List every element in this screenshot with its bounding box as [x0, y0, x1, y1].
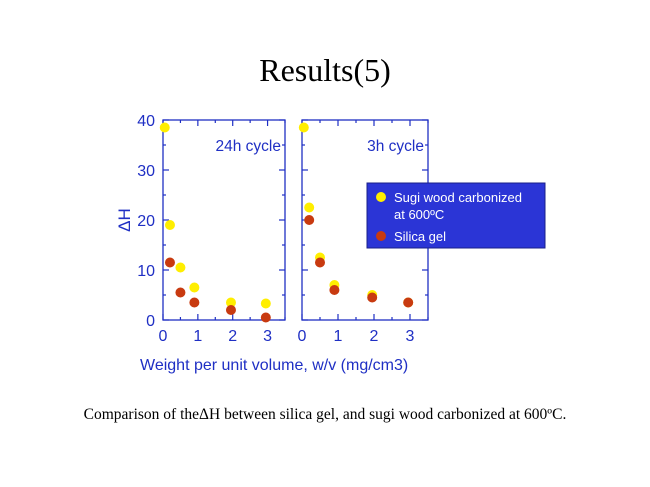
figure-caption: Comparison of theΔH between silica gel, … [83, 406, 567, 423]
y-axis-label: ΔH [115, 208, 134, 232]
sugi-wood-point [159, 122, 170, 133]
silica-gel-point [329, 285, 340, 295]
legend-marker-silica-gel [376, 231, 386, 241]
silica-gel-point [260, 312, 271, 323]
x-tick-label: 2 [370, 328, 379, 345]
y-tick-label: 30 [137, 163, 155, 180]
legend-marker-sugi-wood [376, 192, 386, 202]
x-tick-label: 1 [193, 328, 202, 345]
x-tick-label: 3 [263, 328, 272, 345]
sugi-wood-point [164, 220, 175, 230]
sugi-wood-point [189, 282, 200, 293]
panel-title: 3h cycle [367, 138, 424, 155]
silica-gel-point [225, 305, 236, 315]
sugi-wood-point [298, 122, 309, 133]
legend: Sugi wood carbonized at 600ºC Silica gel [366, 182, 546, 249]
x-axis-label: Weight per unit volume, w/v (mg/cm3) [140, 357, 408, 374]
y-tick-label: 20 [137, 213, 155, 230]
silica-gel-point [164, 257, 175, 268]
y-tick-label: 0 [146, 313, 155, 330]
legend-label-silica-gel: Silica gel [394, 229, 446, 244]
silica-gel-point [189, 297, 200, 308]
silica-gel-point [403, 297, 414, 308]
data-points [159, 122, 414, 323]
slide-title: Results(5) [259, 52, 391, 88]
legend-background [366, 182, 546, 249]
legend-label-sugi-wood: Sugi wood carbonized at 600ºC [394, 190, 522, 222]
x-tick-label: 3 [406, 328, 415, 345]
silica-gel-point [304, 215, 315, 225]
y-tick-label: 10 [137, 263, 155, 280]
sugi-wood-point [175, 262, 186, 273]
x-tick-label: 0 [298, 328, 307, 345]
silica-gel-point [315, 257, 325, 268]
x-tick-label: 2 [228, 328, 237, 345]
y-tick-label: 40 [137, 113, 155, 130]
sugi-wood-point [260, 298, 271, 309]
legend-box: Sugi wood carbonized at 600ºC Silica gel [366, 182, 546, 249]
x-tick-label: 0 [159, 328, 168, 345]
panel-title: 24h cycle [216, 138, 281, 155]
silica-gel-point [175, 287, 186, 298]
sugi-wood-point [225, 297, 236, 308]
sugi-wood-point [304, 202, 315, 213]
silica-gel-point [367, 292, 378, 303]
x-tick-label: 1 [334, 328, 343, 345]
